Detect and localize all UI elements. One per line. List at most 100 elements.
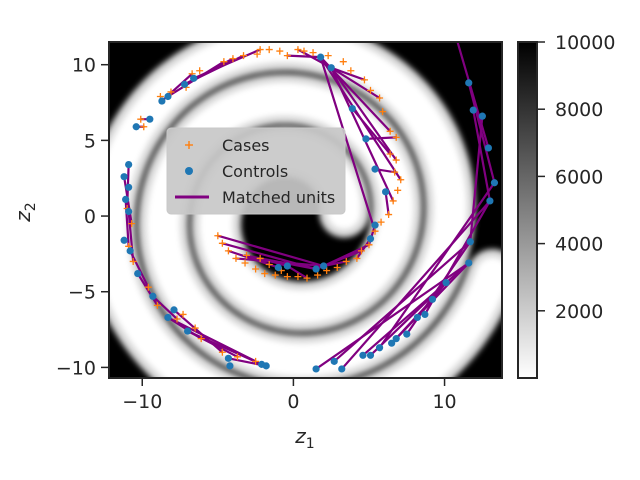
control-point (320, 262, 328, 270)
case-point (167, 88, 175, 96)
control-point (465, 79, 473, 87)
case-point (233, 353, 241, 361)
case-point (342, 257, 350, 265)
matched-line (330, 66, 381, 100)
matched-line (384, 190, 390, 216)
case-point (379, 108, 387, 116)
case-point (196, 67, 204, 75)
case-point (377, 218, 385, 226)
case-point (386, 150, 394, 158)
case-point (391, 168, 399, 176)
matched-line (355, 237, 372, 260)
y-tick-label: 5 (84, 130, 96, 152)
case-point (197, 335, 205, 343)
legend-entry-controls: Controls (185, 162, 288, 181)
y-tick-label: −5 (68, 282, 96, 304)
case-point (385, 211, 393, 219)
case-point (365, 241, 373, 249)
control-point (330, 357, 338, 365)
control-point (134, 269, 142, 278)
control-point (120, 173, 128, 181)
case-point (220, 58, 228, 66)
case-point (324, 52, 332, 60)
control-point (170, 306, 178, 314)
legend-entry-cases: Cases (185, 136, 270, 155)
control-point (428, 295, 437, 303)
control-point (486, 197, 494, 205)
case-point (128, 220, 136, 228)
matched-line (136, 272, 159, 307)
control-point (371, 165, 379, 173)
case-point (271, 271, 279, 279)
control-point (490, 179, 499, 187)
y-tick-label: 0 (84, 206, 96, 228)
y-tick-label: −10 (56, 357, 96, 379)
matched-line (351, 107, 392, 156)
control-point (125, 160, 133, 169)
x-axis-label: z1 (294, 424, 314, 452)
control-point (338, 365, 346, 373)
colorbar-gradient (518, 42, 537, 378)
matched-line (330, 66, 398, 162)
case-point (256, 254, 264, 262)
matched-line (151, 295, 179, 321)
control-point (122, 195, 130, 204)
case-point (357, 247, 365, 255)
case-point (179, 310, 187, 318)
control-point (362, 135, 370, 143)
control-point (348, 104, 356, 113)
control-point (478, 112, 486, 120)
case-point (256, 46, 264, 54)
case-point (392, 156, 400, 164)
matched-line (330, 66, 395, 203)
case-point (232, 254, 240, 262)
control-point (375, 344, 384, 352)
matched-line (319, 56, 377, 233)
case-point (144, 283, 152, 291)
case-point (371, 227, 379, 235)
matched-line (378, 181, 496, 349)
case-point (153, 301, 161, 309)
case-point (224, 247, 232, 255)
case-point (366, 86, 374, 94)
control-point (190, 74, 198, 82)
control-point (382, 188, 390, 196)
cases-points (123, 46, 405, 365)
y-tick-label: 10 (72, 55, 96, 77)
x-tick-label: 0 (287, 391, 299, 413)
y-axis-label: z2 (11, 202, 39, 222)
control-point (125, 207, 133, 216)
case-point (253, 50, 261, 58)
control-point (371, 221, 379, 229)
control-point (158, 97, 166, 105)
control-point (421, 310, 429, 319)
case-point (397, 176, 405, 184)
colorbar: 2000 4000 6000 8000 10000 (517, 32, 615, 379)
control-point (366, 235, 375, 243)
case-point (386, 127, 394, 135)
legend-label-controls: Controls (222, 162, 288, 181)
control-point (413, 313, 421, 322)
case-point (218, 239, 226, 247)
x-tick-label: −10 (122, 391, 162, 413)
case-point (303, 274, 311, 282)
case-point (360, 76, 368, 84)
matched-line (286, 54, 322, 59)
case-point (309, 49, 317, 57)
colorbar-ticks: 2000 4000 6000 8000 10000 (537, 32, 615, 323)
control-point (484, 144, 492, 152)
case-point (333, 264, 341, 272)
control-point (164, 313, 172, 322)
control-point (392, 335, 400, 343)
case-point (376, 94, 384, 102)
control-point (312, 265, 320, 273)
control-point (132, 123, 140, 131)
control-point (120, 236, 128, 244)
matched-line (286, 264, 309, 280)
matched-line (259, 257, 289, 268)
legend-entry-matched: Matched units (175, 188, 335, 207)
case-point (229, 55, 237, 63)
case-point (294, 273, 302, 281)
density-band (109, 42, 502, 378)
plot-frame (108, 41, 503, 379)
